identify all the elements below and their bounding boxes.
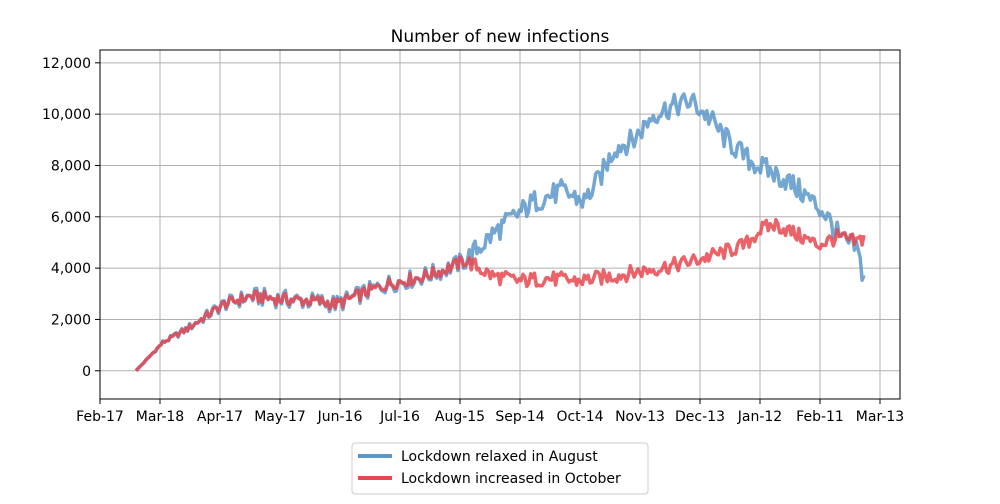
x-tick-label: Mar-13 xyxy=(856,409,904,425)
y-tick-label: 12,000 xyxy=(42,56,91,72)
x-tick-label: Jul-16 xyxy=(379,409,420,425)
series-line-increased xyxy=(134,217,866,372)
y-tick-label: 8,000 xyxy=(51,158,91,174)
chart-title: Number of new infections xyxy=(391,27,610,47)
series-lines xyxy=(134,92,866,372)
legend: Lockdown relaxed in August Lockdown incr… xyxy=(351,442,649,495)
x-tick-label: Feb-11 xyxy=(796,409,844,425)
plot-frame xyxy=(99,49,901,400)
x-tick-label: Oct-14 xyxy=(556,409,603,425)
y-axis: 0 2,000 4,000 6,000 8,000 10,000 12,000 xyxy=(42,56,100,380)
x-tick-label: Jan-12 xyxy=(737,409,782,425)
x-tick-label: Mar-18 xyxy=(136,409,184,425)
x-tick-label: Jun-16 xyxy=(317,409,363,425)
legend-box xyxy=(351,442,649,495)
y-tick-label: 4,000 xyxy=(51,261,91,277)
x-tick-label: Aug-15 xyxy=(435,409,485,425)
x-axis: Feb-17 Mar-18 Apr-17 May-17 Jun-16 Jul-16 Aug-… xyxy=(76,399,904,425)
y-tick-label: 6,000 xyxy=(51,210,91,226)
y-tick-label: 2,000 xyxy=(51,312,91,328)
x-tick-label: May-17 xyxy=(254,409,306,425)
y-tick-label: 10,000 xyxy=(42,107,91,123)
x-tick-label: Feb-17 xyxy=(76,409,124,425)
gridlines xyxy=(99,50,900,399)
x-tick-label: Dec-13 xyxy=(675,409,725,425)
y-tick-label: 0 xyxy=(82,364,91,380)
x-tick-label: Apr-17 xyxy=(197,409,243,425)
legend-label-relaxed: Lockdown relaxed in August xyxy=(401,449,598,465)
x-tick-label: Sep-14 xyxy=(495,409,544,425)
legend-label-increased: Lockdown increased in October xyxy=(401,471,621,487)
x-tick-label: Nov-13 xyxy=(615,409,665,425)
